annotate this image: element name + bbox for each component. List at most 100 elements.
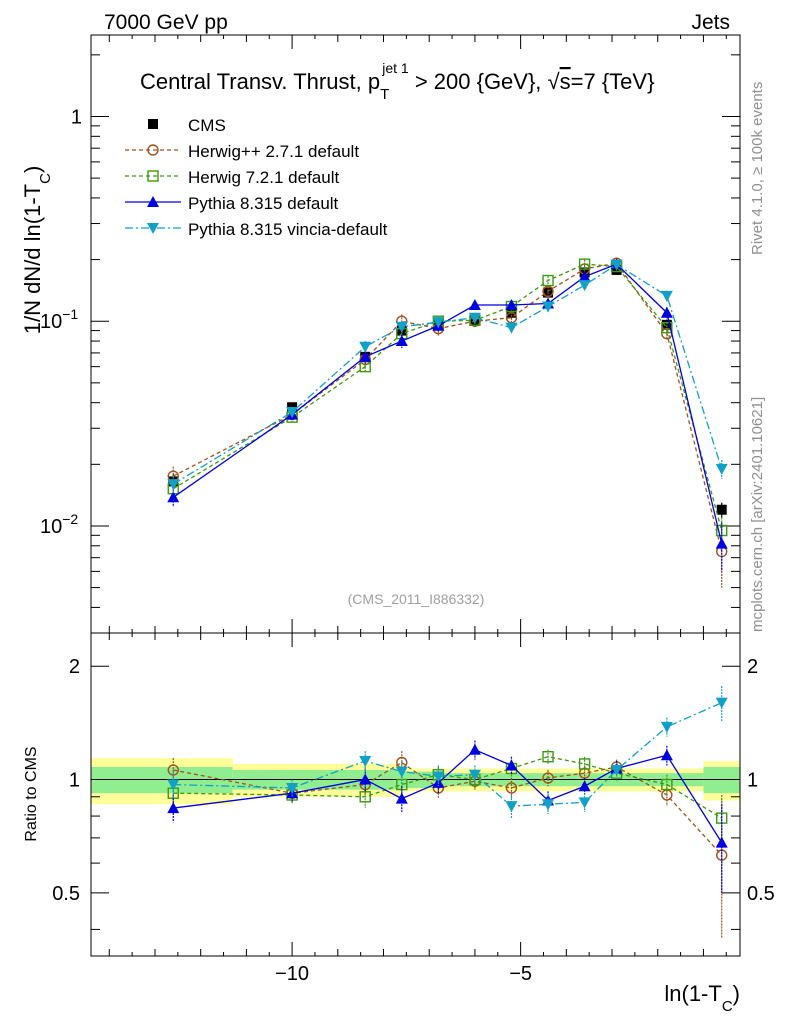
ratio-line <box>173 756 723 819</box>
rivet-label: Rivet 4.1.0, ≥ 100k events <box>749 82 766 255</box>
series-4 <box>167 259 728 493</box>
data-point <box>167 491 180 503</box>
legend-label: Herwig 7.2.1 default <box>188 168 339 187</box>
title-sub: T <box>380 86 389 103</box>
legend-item-2: Herwig 7.2.1 default <box>125 168 339 187</box>
ratio-tick-label-right: 2 <box>747 656 758 678</box>
ratio-line <box>173 748 723 843</box>
ratio-point <box>167 802 180 814</box>
ratio-point <box>578 758 591 770</box>
legend-item-0: CMS <box>148 116 226 135</box>
header-right: Jets <box>691 11 730 34</box>
legend-marker <box>147 196 159 207</box>
cms-point <box>661 319 672 330</box>
data-point <box>468 298 481 310</box>
header-left: 7000 GeV pp <box>104 11 228 34</box>
ratio-point <box>715 697 728 709</box>
mcplots-label: mcplots.cern.ch [arXiv:2401.10621] <box>749 397 766 632</box>
legend-marker <box>148 119 158 129</box>
x-tick-label: −10 <box>275 963 309 985</box>
analysis-tag: (CMS_2011_I886332) <box>348 591 485 607</box>
legend: CMS Herwig++ 2.7.1 default Herwig 7.2.1 de… <box>125 116 388 239</box>
ratio-point <box>359 791 371 803</box>
ratio-line <box>173 761 723 856</box>
legend-label: Pythia 8.315 default <box>188 194 339 213</box>
title-pre: Central Transv. Thrust, p <box>140 69 380 94</box>
ratio-tick-label-left: 0.5 <box>52 883 80 905</box>
ratio-tick-label-left: 1 <box>69 770 80 792</box>
ratio-point <box>359 773 372 785</box>
data-point <box>286 407 299 419</box>
y-tick-label: 1 <box>71 106 82 128</box>
main-plot-series <box>167 257 728 588</box>
title-sup: jet 1 <box>381 60 409 76</box>
ratio-tick-label-right: 0.5 <box>747 883 775 905</box>
legend-label: CMS <box>188 116 226 135</box>
chart-title: Central Transv. Thrust, pTjet 1 > 200 {G… <box>140 60 654 103</box>
legend-marker <box>147 170 159 182</box>
ratio-point <box>715 836 728 848</box>
ratio-point <box>660 721 673 733</box>
ratio-tick-label-right: 1 <box>747 770 758 792</box>
axis-ticks <box>91 35 740 956</box>
data-point <box>660 306 673 318</box>
data-point <box>542 285 554 297</box>
ratio-point <box>167 779 180 791</box>
x-axis-label: ln(1-TC) <box>664 981 740 1015</box>
data-point <box>359 341 372 353</box>
legend-marker <box>147 144 159 156</box>
ratio-point <box>542 799 555 811</box>
ratio-point <box>395 766 408 778</box>
data-point <box>468 312 481 324</box>
data-point <box>661 321 673 334</box>
data-point <box>715 537 728 549</box>
data-point <box>610 259 623 271</box>
legend-item-1: Herwig++ 2.7.1 default <box>125 142 359 161</box>
ratio-point <box>505 782 518 794</box>
series-2 <box>167 258 728 546</box>
data-point <box>542 274 554 287</box>
data-point <box>715 463 728 475</box>
ratio-y-axis-label: Ratio to CMS <box>23 746 40 841</box>
ratio-point <box>432 771 445 783</box>
ratio-point <box>578 797 591 809</box>
axis-tick-labels: −10 −5 1 10−1 10−2 0.5 0.5 1 1 2 2 <box>40 106 775 985</box>
title-post: > 200 {GeV}, <box>409 69 548 94</box>
ratio-point <box>359 756 372 768</box>
ratio-point <box>578 780 591 792</box>
series-line <box>172 263 723 531</box>
ratio-point <box>542 750 554 763</box>
legend-marker <box>147 223 159 234</box>
title-sqrt: √ <box>548 69 561 94</box>
ratio-plot-series <box>167 686 728 938</box>
data-point <box>395 335 408 347</box>
data-point <box>578 258 591 270</box>
data-point <box>359 350 372 362</box>
ratio-tick-label-left: 2 <box>69 656 80 678</box>
ratio-series-2 <box>167 740 728 893</box>
series-line <box>172 262 723 552</box>
band-green-0 <box>91 766 233 794</box>
ratio-point <box>505 801 518 813</box>
data-point <box>395 321 408 333</box>
data-point <box>505 298 518 310</box>
series-3 <box>167 258 728 572</box>
y-tick-label: 10−1 <box>40 306 78 333</box>
series-1 <box>167 257 728 588</box>
ratio-point <box>286 782 299 794</box>
ratio-line <box>173 702 722 807</box>
data-point <box>167 479 180 491</box>
series-line <box>172 263 723 485</box>
legend-item-3: Pythia 8.315 default <box>125 194 339 213</box>
ratio-point <box>661 778 673 791</box>
data-point <box>578 280 591 292</box>
ratio-point <box>610 765 623 777</box>
ratio-point <box>468 743 481 755</box>
ratio-point <box>468 769 481 781</box>
data-point <box>542 301 555 313</box>
x-tick-label: −5 <box>509 963 532 985</box>
ratio-point <box>395 792 408 804</box>
title-tail: =7 {TeV} <box>571 69 655 94</box>
data-point <box>578 270 591 282</box>
